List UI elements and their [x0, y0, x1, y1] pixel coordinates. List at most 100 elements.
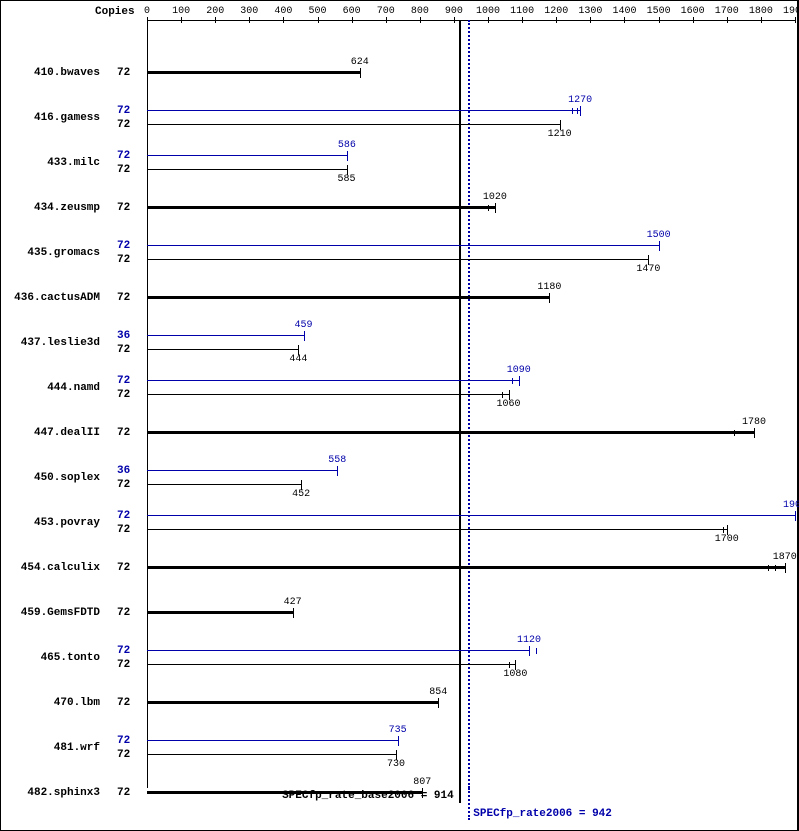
bar-cap	[519, 376, 520, 386]
x-tick-label: 1700	[715, 6, 739, 17]
y-axis-line	[147, 20, 148, 788]
bar-value-label: 1120	[517, 635, 541, 646]
x-tick-mark	[488, 17, 489, 23]
bar	[147, 484, 301, 485]
copies-label: 72	[117, 344, 130, 356]
x-tick-mark	[693, 17, 694, 23]
x-tick-mark	[215, 17, 216, 23]
bar	[147, 380, 519, 381]
benchmark-label: 459.GemsFDTD	[0, 607, 100, 619]
bar-value-label: 1080	[503, 669, 527, 680]
copies-label: 72	[117, 105, 130, 117]
x-tick-mark	[283, 17, 284, 23]
whisker-mark	[502, 392, 503, 398]
whisker-mark	[723, 527, 724, 533]
x-tick-mark	[761, 17, 762, 23]
bar-cap	[398, 736, 399, 746]
bar-value-label: 452	[292, 489, 310, 500]
bar-value-label: 1020	[483, 192, 507, 203]
copies-label: 72	[117, 240, 130, 252]
bar-cap	[347, 151, 348, 161]
benchmark-label: 437.leslie3d	[0, 337, 100, 349]
bar	[147, 611, 293, 614]
copies-label: 72	[117, 562, 130, 574]
bar-value-label: 585	[338, 174, 356, 185]
x-axis-line	[147, 20, 795, 21]
bar-cap	[580, 106, 581, 116]
copies-label: 72	[117, 510, 130, 522]
whisker-mark	[572, 108, 573, 114]
footer-peak-label: SPECfp_rate2006 = 942	[473, 808, 612, 820]
x-tick-mark	[795, 17, 796, 23]
x-tick-label: 1500	[647, 6, 671, 17]
bar-value-label: 854	[429, 687, 447, 698]
whisker-mark	[512, 378, 513, 384]
bar	[147, 740, 398, 741]
x-tick-mark	[249, 17, 250, 23]
bar-cap	[360, 68, 361, 78]
benchmark-label: 465.tonto	[0, 652, 100, 664]
bar-cap	[795, 511, 796, 521]
axis-title: Copies	[95, 6, 135, 18]
bar-value-label: 1900	[783, 500, 799, 511]
benchmark-label: 470.lbm	[0, 697, 100, 709]
benchmark-label: 410.bwaves	[0, 67, 100, 79]
copies-label: 72	[117, 150, 130, 162]
x-tick-mark	[318, 17, 319, 23]
reference-line-ext	[459, 788, 461, 803]
copies-label: 72	[117, 292, 130, 304]
x-tick-label: 500	[309, 6, 327, 17]
benchmark-label: 433.milc	[0, 157, 100, 169]
copies-label: 72	[117, 735, 130, 747]
copies-label: 72	[117, 787, 130, 799]
copies-label: 72	[117, 645, 130, 657]
x-tick-label: 900	[445, 6, 463, 17]
bar-value-label: 624	[351, 57, 369, 68]
bar	[147, 515, 795, 516]
x-tick-mark	[624, 17, 625, 23]
copies-label: 36	[117, 465, 130, 477]
x-tick-label: 1900	[783, 6, 799, 17]
bar-value-label: 459	[295, 320, 313, 331]
x-tick-mark	[352, 17, 353, 23]
bar-value-label: 1060	[497, 399, 521, 410]
bar	[147, 124, 560, 125]
bar	[147, 169, 347, 170]
bar-cap	[495, 203, 496, 213]
bar-cap	[785, 563, 786, 573]
bar	[147, 470, 337, 471]
bar	[147, 335, 304, 336]
copies-label: 72	[117, 749, 130, 761]
bar-value-label: 1870	[773, 552, 797, 563]
bar-cap	[529, 646, 530, 656]
copies-label: 72	[117, 119, 130, 131]
x-tick-label: 0	[144, 6, 150, 17]
copies-label: 72	[117, 375, 130, 387]
bar	[147, 701, 438, 704]
bar	[147, 206, 495, 209]
bar-value-label: 586	[338, 140, 356, 151]
copies-label: 72	[117, 427, 130, 439]
bar-cap	[754, 428, 755, 438]
copies-label: 72	[117, 479, 130, 491]
benchmark-label: 450.soplex	[0, 472, 100, 484]
x-tick-label: 1200	[544, 6, 568, 17]
x-tick-mark	[556, 17, 557, 23]
bar	[147, 155, 347, 156]
copies-label: 72	[117, 254, 130, 266]
x-tick-label: 400	[274, 6, 292, 17]
bar	[147, 349, 298, 350]
bar-value-label: 1180	[537, 282, 561, 293]
footer-base-label: SPECfp_rate_base2006 = 914	[259, 790, 454, 802]
bar-value-label: 558	[328, 455, 346, 466]
benchmark-label: 481.wrf	[0, 742, 100, 754]
bar-value-label: 1090	[507, 365, 531, 376]
whisker-mark	[509, 662, 510, 668]
x-tick-label: 1300	[578, 6, 602, 17]
benchmark-label: 435.gromacs	[0, 247, 100, 259]
copies-label: 72	[117, 659, 130, 671]
copies-label: 72	[117, 164, 130, 176]
x-tick-label: 800	[411, 6, 429, 17]
bar-value-label: 1700	[715, 534, 739, 545]
benchmark-label: 416.gamess	[0, 112, 100, 124]
